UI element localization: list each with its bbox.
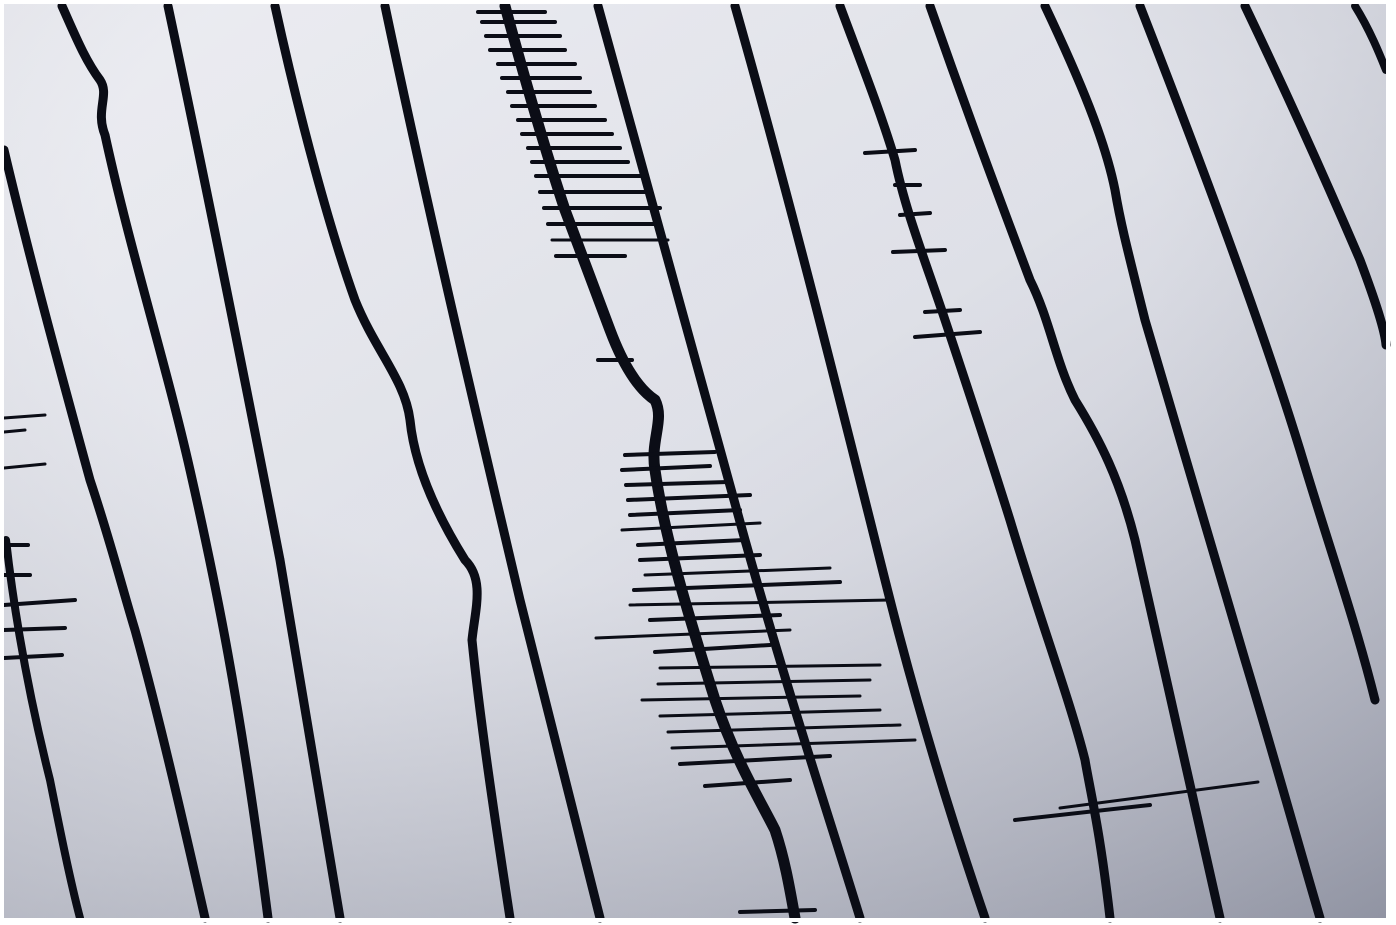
seismic-trace xyxy=(1351,2,1390,74)
seismic-trace xyxy=(730,1,990,923)
seismic-trace xyxy=(163,1,345,923)
seismic-trace xyxy=(593,1,865,923)
seismic-trace xyxy=(1240,1,1391,350)
seismic-trace xyxy=(0,145,210,923)
seismic-trace xyxy=(270,1,515,923)
seismic-burst-left xyxy=(2,413,77,660)
seismic-burst-right xyxy=(863,148,1260,822)
seismic-trace xyxy=(380,1,605,923)
seismic-trace xyxy=(1040,1,1325,923)
seismic-trace xyxy=(57,1,273,923)
seismic-trace xyxy=(925,1,1225,923)
seismic-trace xyxy=(1135,1,1380,705)
seismic-burst-top xyxy=(476,10,670,362)
paper-vignette xyxy=(4,4,1386,918)
seismic-burst-center xyxy=(594,450,917,914)
